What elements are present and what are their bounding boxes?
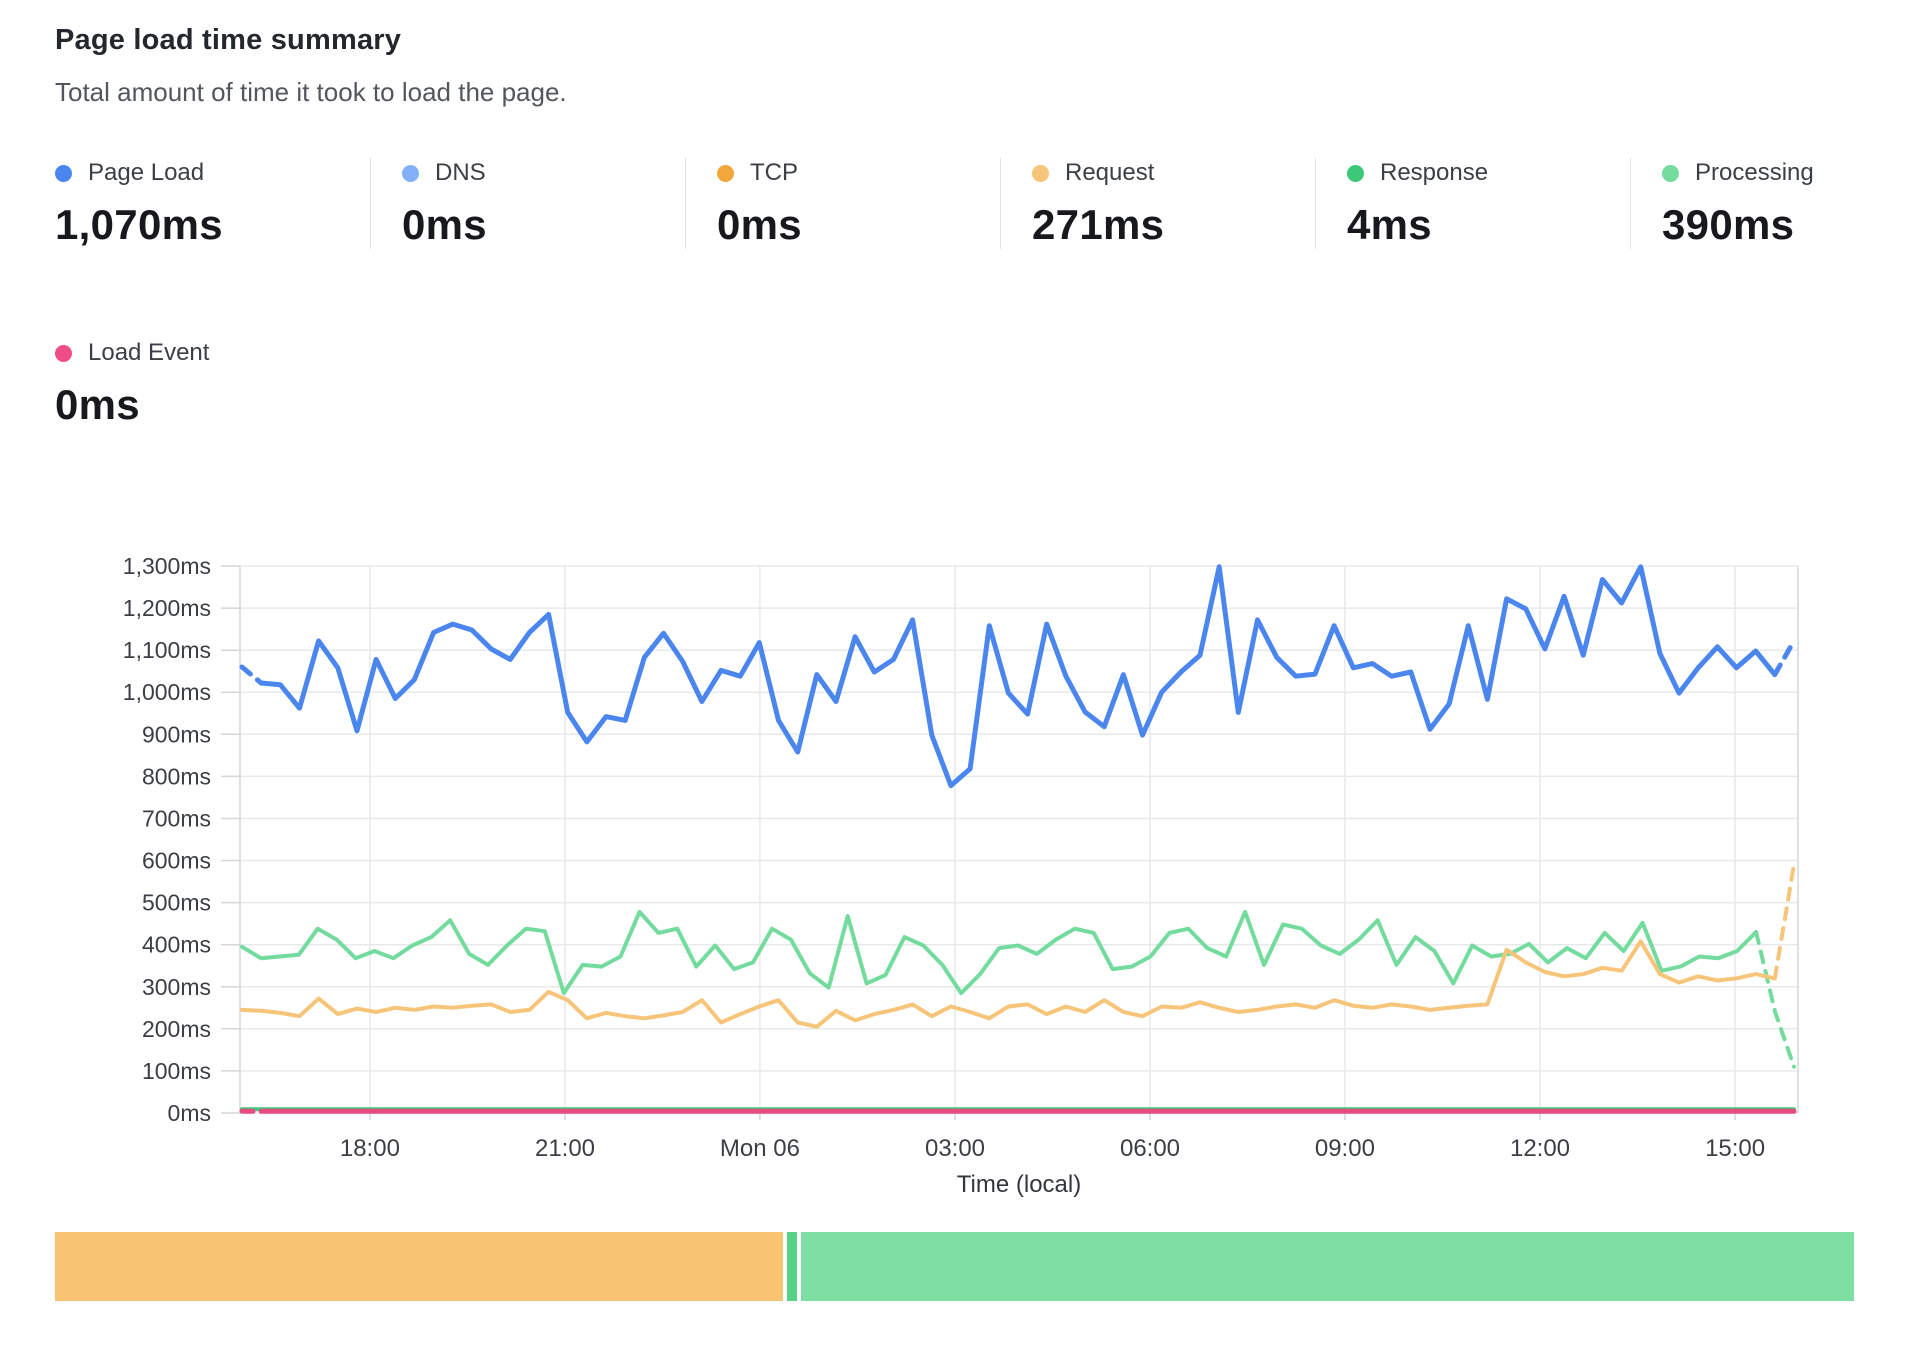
bar-segment-processing-share <box>801 1232 1855 1301</box>
metric-processing: Processing 390ms <box>1630 158 1910 249</box>
tcp-dot-icon <box>717 164 734 182</box>
page-load-dot-icon <box>55 164 72 182</box>
series-line-page-load <box>1772 638 1797 678</box>
page-title: Page load time summary <box>55 24 402 56</box>
y-tick-label: 1,300ms <box>123 553 211 579</box>
x-tick-label: 03:00 <box>925 1135 985 1162</box>
metric-load-event: Load Event 0ms <box>55 338 370 429</box>
metric-value: 4ms <box>1347 201 1432 248</box>
metric-label: Response <box>1380 159 1489 186</box>
chart-header: Page load time summary Total amount of t… <box>55 24 567 108</box>
metric-label: DNS <box>435 159 486 186</box>
load-event-dot-icon <box>55 344 72 362</box>
x-tick-label: 21:00 <box>535 1135 595 1162</box>
request-dot-icon <box>1032 164 1049 182</box>
x-axis-title: Time (local) <box>957 1171 1081 1198</box>
series-line-request <box>1772 862 1796 981</box>
page-subtitle: Total amount of time it took to load the… <box>55 77 567 107</box>
series-line-page-load <box>258 564 1778 789</box>
x-tick-label: Mon 06 <box>720 1135 800 1162</box>
bar-segment-request-share <box>55 1232 784 1301</box>
y-tick-label: 200ms <box>142 1016 211 1042</box>
page-load-time-chart[interactable]: 0ms 100ms 200ms 300ms 400ms 500ms 600ms 700ms 80… <box>0 540 1910 1220</box>
metric-label: Page Load <box>88 159 205 186</box>
x-tick-label: 18:00 <box>340 1135 400 1162</box>
y-tick-label: 0ms <box>168 1100 211 1126</box>
x-tick-label: 12:00 <box>1510 1135 1570 1162</box>
x-tick-label: 06:00 <box>1120 1135 1180 1162</box>
metrics-summary-row-2: Load Event 0ms <box>55 338 370 429</box>
y-tick-label: 800ms <box>142 763 211 789</box>
y-tick-label: 500ms <box>142 890 211 916</box>
series-line-page-load <box>239 664 264 686</box>
metric-dns: DNS 0ms <box>370 158 685 249</box>
y-tick-label: 400ms <box>142 932 211 958</box>
metric-request: Request 271ms <box>1000 158 1315 249</box>
response-dot-icon <box>1347 164 1364 182</box>
metric-label: Load Event <box>88 339 210 366</box>
processing-dot-icon <box>1662 164 1679 182</box>
dns-dot-icon <box>402 164 419 182</box>
y-tick-label: 1,200ms <box>123 595 211 621</box>
metric-value: 0ms <box>55 381 140 428</box>
series-line-processing <box>1754 930 1796 1069</box>
y-tick-label: 700ms <box>142 806 211 832</box>
metric-tcp: TCP 0ms <box>685 158 1000 249</box>
series-line-request <box>240 939 1777 1029</box>
metric-value: 0ms <box>717 201 802 248</box>
metric-label: TCP <box>750 159 798 186</box>
metric-value: 0ms <box>402 201 487 248</box>
x-tick-label: 15:00 <box>1705 1135 1765 1162</box>
metric-label: Request <box>1065 159 1155 186</box>
metrics-summary-row: Page Load 1,070ms DNS 0ms TCP 0ms Reques… <box>55 158 1910 249</box>
metric-response: Response 4ms <box>1315 158 1630 249</box>
metric-label: Processing <box>1695 159 1814 186</box>
series-line-processing <box>240 909 1759 996</box>
duration-breakdown-bar <box>55 1232 1858 1301</box>
metric-value: 1,070ms <box>55 201 223 248</box>
y-tick-label: 1,100ms <box>123 637 211 663</box>
y-tick-label: 600ms <box>142 848 211 874</box>
metric-value: 271ms <box>1032 201 1165 248</box>
x-tick-label: 09:00 <box>1315 1135 1375 1162</box>
y-tick-label: 1,000ms <box>123 679 211 705</box>
y-tick-label: 900ms <box>142 721 211 747</box>
metric-value: 390ms <box>1662 201 1795 248</box>
bar-segment-divider-share <box>787 1232 798 1301</box>
metric-page-load: Page Load 1,070ms <box>55 158 370 249</box>
y-tick-label: 100ms <box>142 1058 211 1084</box>
y-tick-label: 300ms <box>142 974 211 1000</box>
